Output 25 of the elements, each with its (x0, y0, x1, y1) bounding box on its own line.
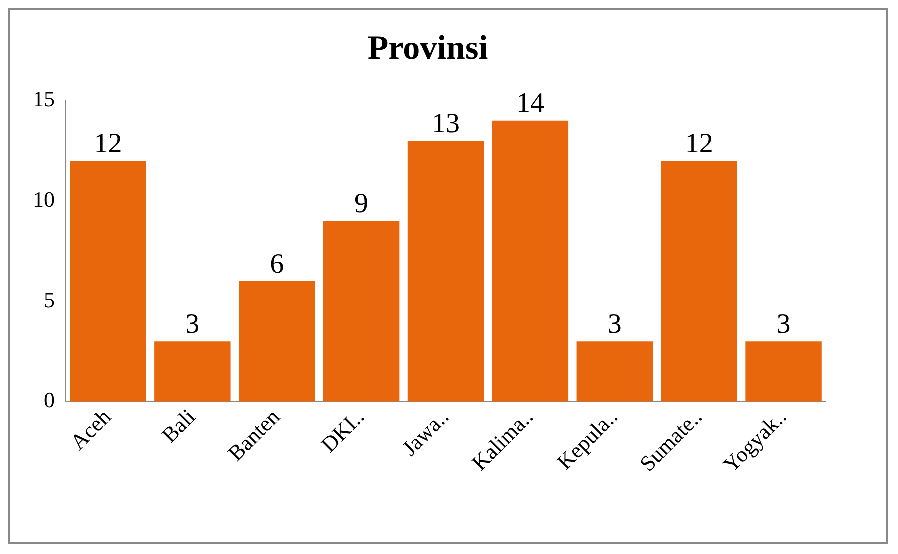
bar (70, 161, 146, 402)
data-label: 13 (432, 108, 460, 140)
data-label: 9 (354, 188, 369, 220)
y-tick-label: 15 (33, 86, 55, 112)
bar (492, 120, 569, 402)
y-tick-label: 10 (33, 186, 55, 212)
data-label: 6 (270, 248, 284, 280)
chart-title: Provinsi (368, 30, 488, 68)
bar (408, 140, 484, 402)
y-tick-label: 0 (44, 388, 55, 413)
data-label: 12 (94, 128, 122, 160)
data-label: 12 (685, 128, 714, 160)
bar (239, 281, 316, 402)
x-tick-label: Bali (156, 404, 200, 448)
data-label: 14 (516, 88, 544, 120)
data-label: 3 (776, 309, 791, 340)
data-label: 3 (608, 309, 622, 340)
y-tick-label: 5 (44, 287, 55, 312)
bar (746, 342, 822, 402)
bar (323, 221, 400, 402)
bar (154, 342, 231, 402)
data-label: 3 (186, 309, 200, 340)
bar (661, 161, 738, 402)
bar (576, 342, 653, 402)
x-tick-label: DKI.. (316, 404, 370, 458)
